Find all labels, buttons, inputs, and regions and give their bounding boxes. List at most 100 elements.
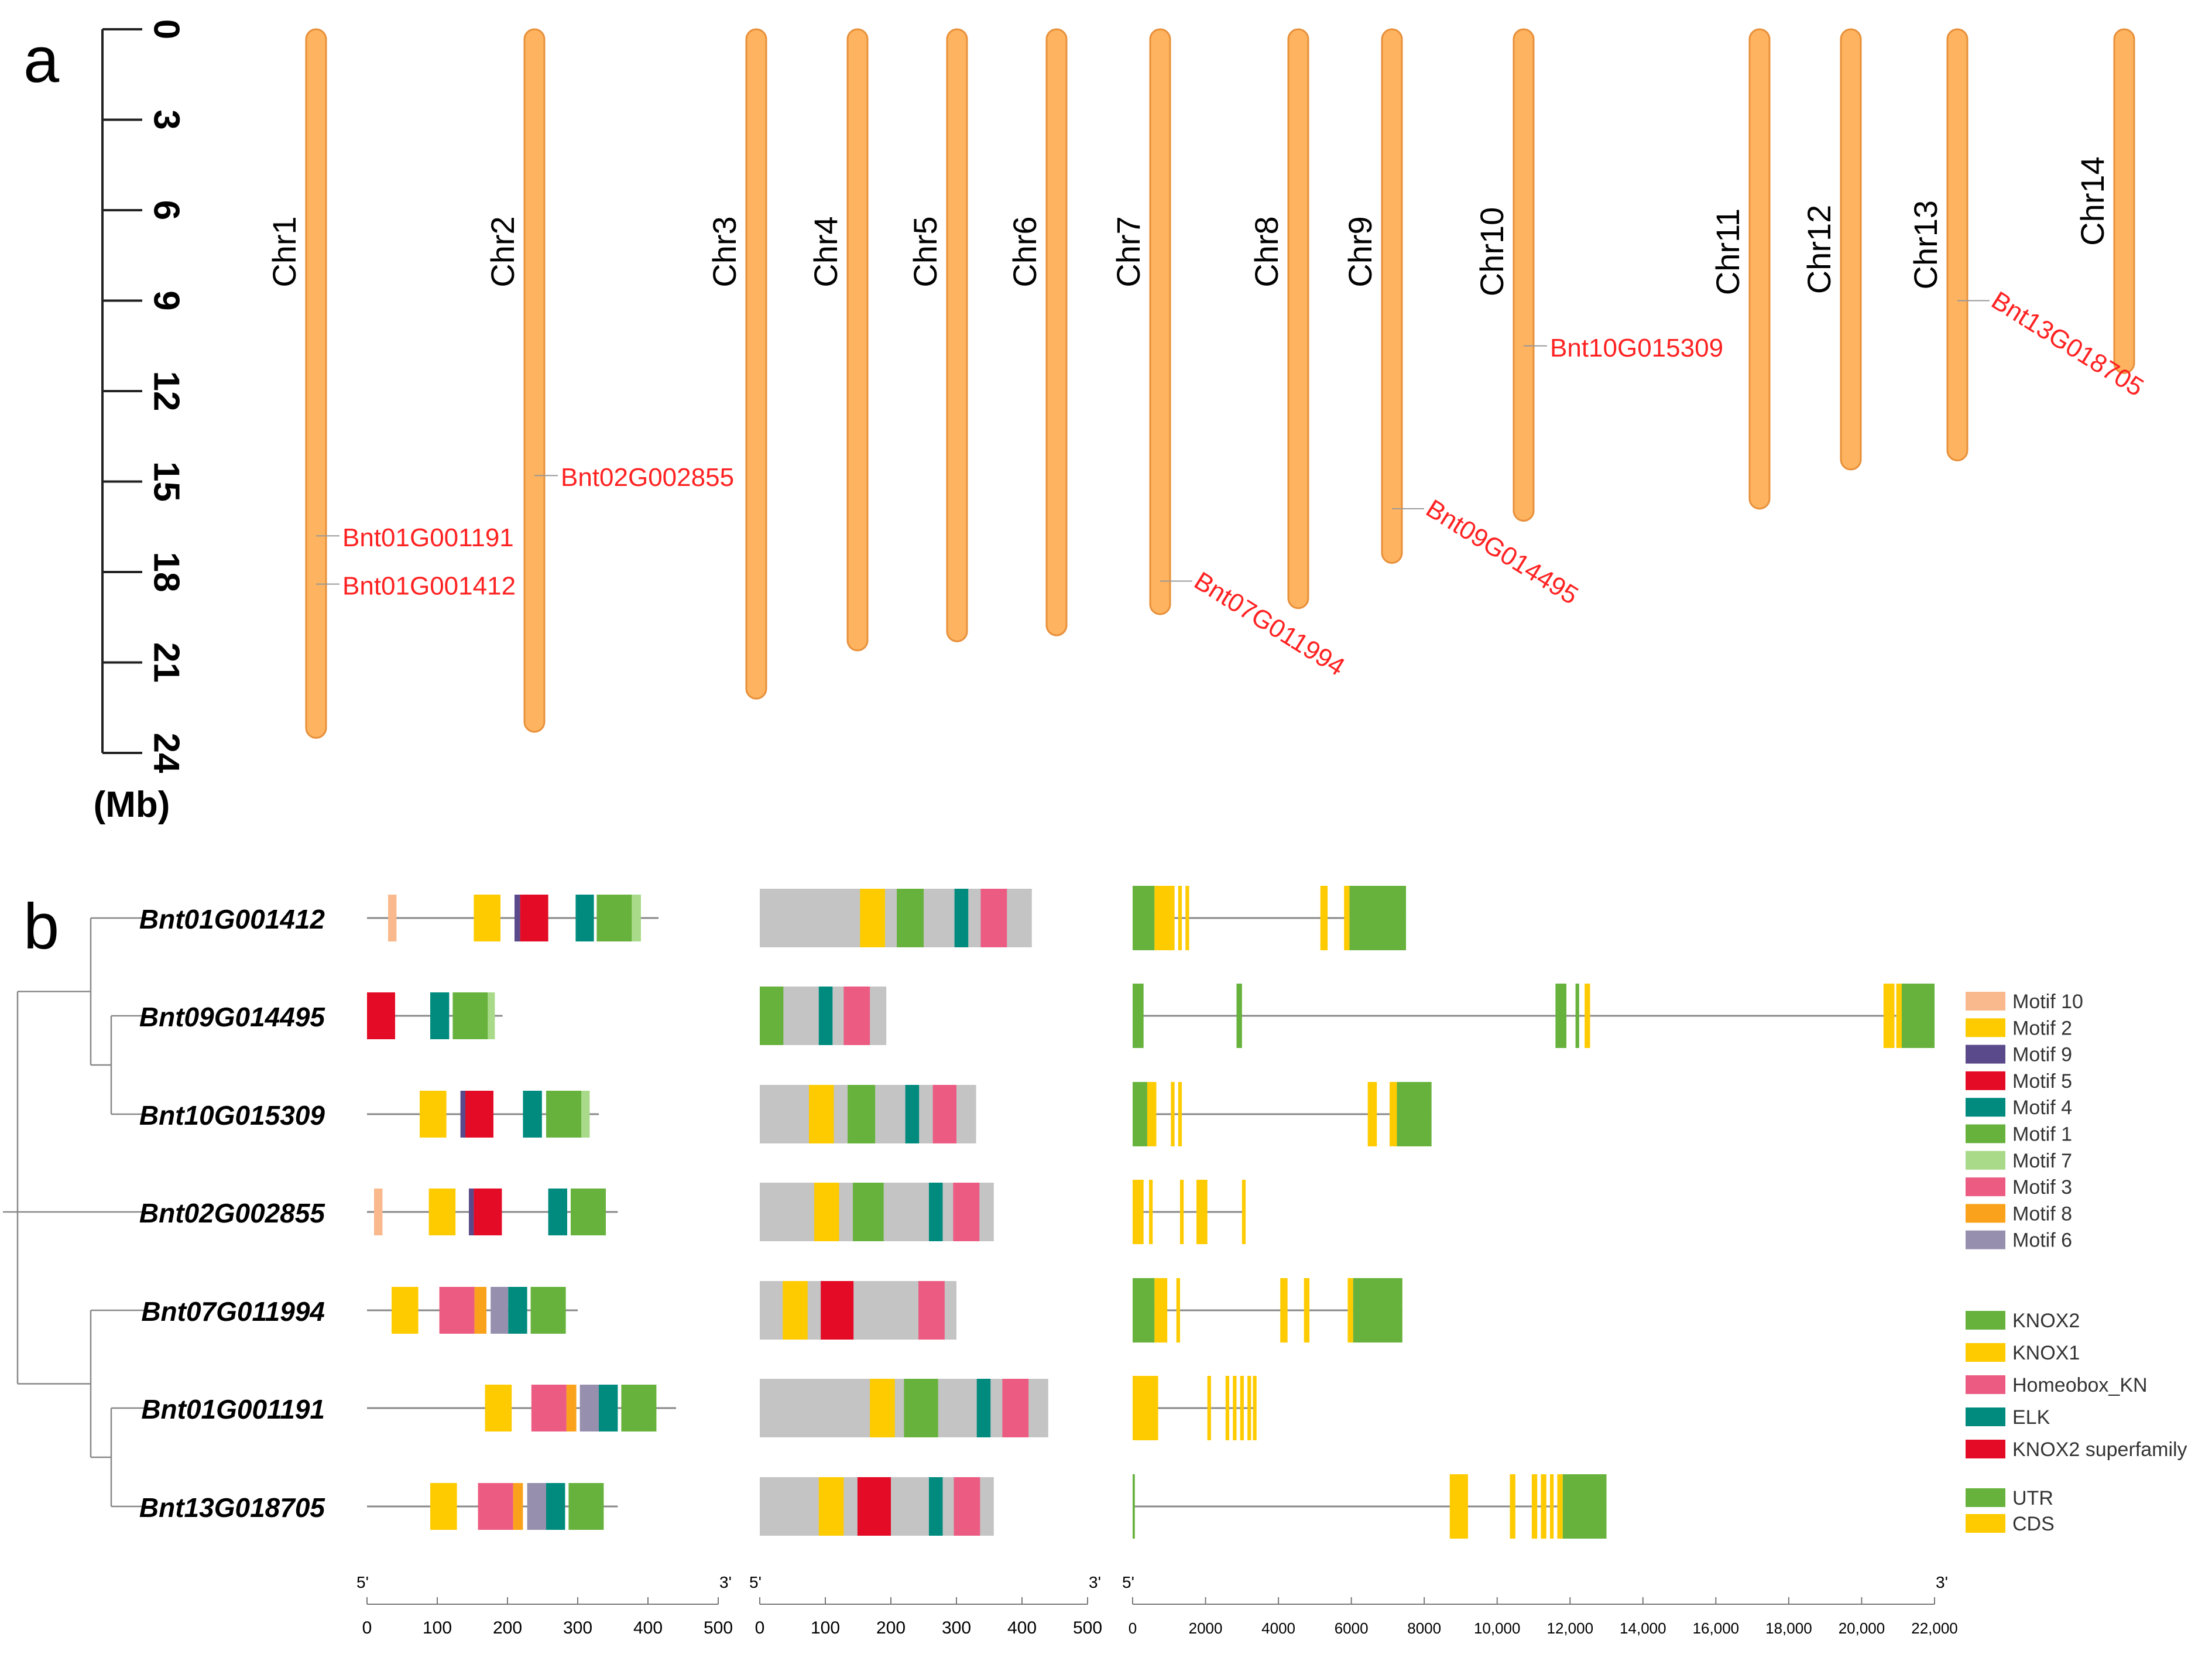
motif-box: [465, 1091, 493, 1138]
gene-label: Bnt01G001191: [342, 523, 514, 552]
motif-box: [531, 1385, 567, 1431]
cds-box: [1557, 1474, 1563, 1539]
chromosome-label: Chr13: [1907, 200, 1944, 290]
gene-name-labels: Bnt01G001412 Bnt09G014495 Bnt10G015309 Bnt0…: [139, 904, 325, 1523]
legend-label: KNOX2: [2012, 1310, 2080, 1332]
cds-box: [1390, 1082, 1397, 1146]
scale-end-label: 3': [1936, 1573, 1948, 1591]
chromosome-bar: [1840, 28, 1862, 471]
motif-box: [420, 1091, 447, 1138]
motif-box: [474, 895, 500, 941]
chromosome-label: Chr6: [1006, 216, 1043, 287]
scale-tick-label: 8000: [1407, 1619, 1441, 1637]
domain-box: [857, 1477, 891, 1536]
legend-swatch: [1966, 1488, 2005, 1507]
scale-bars: 0 100 200 300 400 500 5' 3' 0 100 200 300 400 500 5' 3'…: [356, 1573, 1958, 1638]
scale-tick-label: 100: [811, 1618, 840, 1638]
utr-box: [1133, 886, 1155, 950]
domain-box: [870, 1379, 895, 1437]
cds-box: [1233, 1376, 1237, 1440]
chromosome-bar: [1149, 28, 1171, 615]
gene-name: Bnt01G001412: [139, 904, 325, 934]
chromosome-label: Chr4: [807, 216, 844, 287]
cds-box: [1449, 1474, 1468, 1539]
legend-swatch: [1966, 1343, 2005, 1362]
domain-box: [954, 1477, 980, 1536]
motif-box: [430, 1483, 457, 1530]
motif-box: [392, 1287, 419, 1334]
scale-tick-label: 0: [362, 1618, 372, 1638]
domain-box: [783, 1281, 808, 1340]
legend-label: Motif 8: [2012, 1203, 2072, 1225]
chromosome-label: Chr5: [907, 216, 944, 287]
legend-swatch: [1966, 1124, 2005, 1143]
utr-box: [1901, 984, 1935, 1048]
motif-box: [474, 1189, 502, 1235]
scale-start-label: 5': [356, 1573, 369, 1591]
cds-box: [1154, 1278, 1168, 1343]
motif-box: [575, 895, 594, 941]
legend-label: KNOX1: [2012, 1342, 2080, 1364]
scale-tick-label: 6000: [1335, 1619, 1369, 1637]
cds-box: [1347, 1278, 1353, 1343]
scale-tick-label: 500: [1073, 1618, 1102, 1638]
legend-swatch: [1966, 1044, 2005, 1064]
gene-label: Bnt09G014495: [1421, 494, 1583, 610]
scale-tick-label: 0: [1129, 1619, 1137, 1637]
cds-box: [1178, 886, 1182, 950]
legend-label: UTR: [2012, 1487, 2053, 1509]
panel-a-label: a: [23, 24, 60, 96]
gene-name: Bnt01G001191: [141, 1394, 325, 1424]
scale-tick-label: 100: [423, 1618, 452, 1638]
motif-box: [530, 1287, 566, 1334]
chromosome-bar: [305, 28, 327, 739]
cds-box: [1541, 1474, 1546, 1539]
scale-tick-label: 500: [704, 1618, 733, 1638]
motif-box: [515, 895, 520, 941]
axis-tick-label: 18: [146, 552, 187, 593]
motif-box: [621, 1385, 657, 1431]
gene-markers: Bnt01G001191 Bnt01G001412 Bnt02G002855 Bnt0…: [316, 286, 2149, 681]
chromosome-label: Chr3: [706, 216, 743, 287]
motif-box: [474, 1287, 486, 1334]
cds-box: [1510, 1474, 1515, 1539]
domain-tracks: [760, 889, 1048, 1536]
legend-label: Motif 10: [2012, 991, 2083, 1013]
legend-label: Motif 9: [2012, 1044, 2072, 1066]
utr-box: [1133, 1278, 1155, 1343]
domain-box: [928, 1477, 943, 1536]
scale-tick-label: 400: [633, 1618, 663, 1638]
motif-box: [508, 1287, 527, 1334]
chromosome-label: Chr1: [266, 216, 303, 287]
domain-box: [818, 1477, 844, 1536]
gene-label: Bnt07G011994: [1189, 566, 1350, 681]
scale-end-label: 3': [1089, 1573, 1101, 1591]
cds-box: [1550, 1474, 1554, 1539]
legend-label: Homeobox_KN: [2012, 1374, 2148, 1396]
gene-name: Bnt10G015309: [139, 1100, 325, 1131]
utr-box: [1353, 1278, 1402, 1343]
domain-box: [853, 1183, 884, 1241]
scale-tick-label: 14,000: [1620, 1619, 1666, 1637]
cds-box: [1178, 1082, 1182, 1146]
motif-tracks: [367, 895, 676, 1530]
chromosome-label: Chr8: [1248, 216, 1285, 287]
gene-label: Bnt10G015309: [1550, 334, 1723, 362]
legend-label: Motif 1: [2012, 1124, 2072, 1146]
chromosome-label: Chr9: [1342, 216, 1378, 287]
domain-box: [904, 1379, 938, 1437]
motif-box: [428, 1189, 456, 1235]
chromosome-bar: [745, 28, 767, 700]
utr-box: [1575, 984, 1579, 1048]
axis-tick-label: 0: [146, 19, 187, 39]
domain-box: [809, 1085, 834, 1143]
cds-box: [1179, 1180, 1184, 1244]
legend-label: Motif 3: [2012, 1176, 2072, 1198]
chromosome-bar: [1513, 28, 1535, 522]
domain-box: [843, 987, 870, 1045]
cds-box: [1280, 1278, 1288, 1343]
domain-box: [818, 987, 833, 1045]
legend-swatch: [1966, 1375, 2005, 1394]
domain-box: [918, 1281, 945, 1340]
motif-box: [581, 1091, 590, 1138]
